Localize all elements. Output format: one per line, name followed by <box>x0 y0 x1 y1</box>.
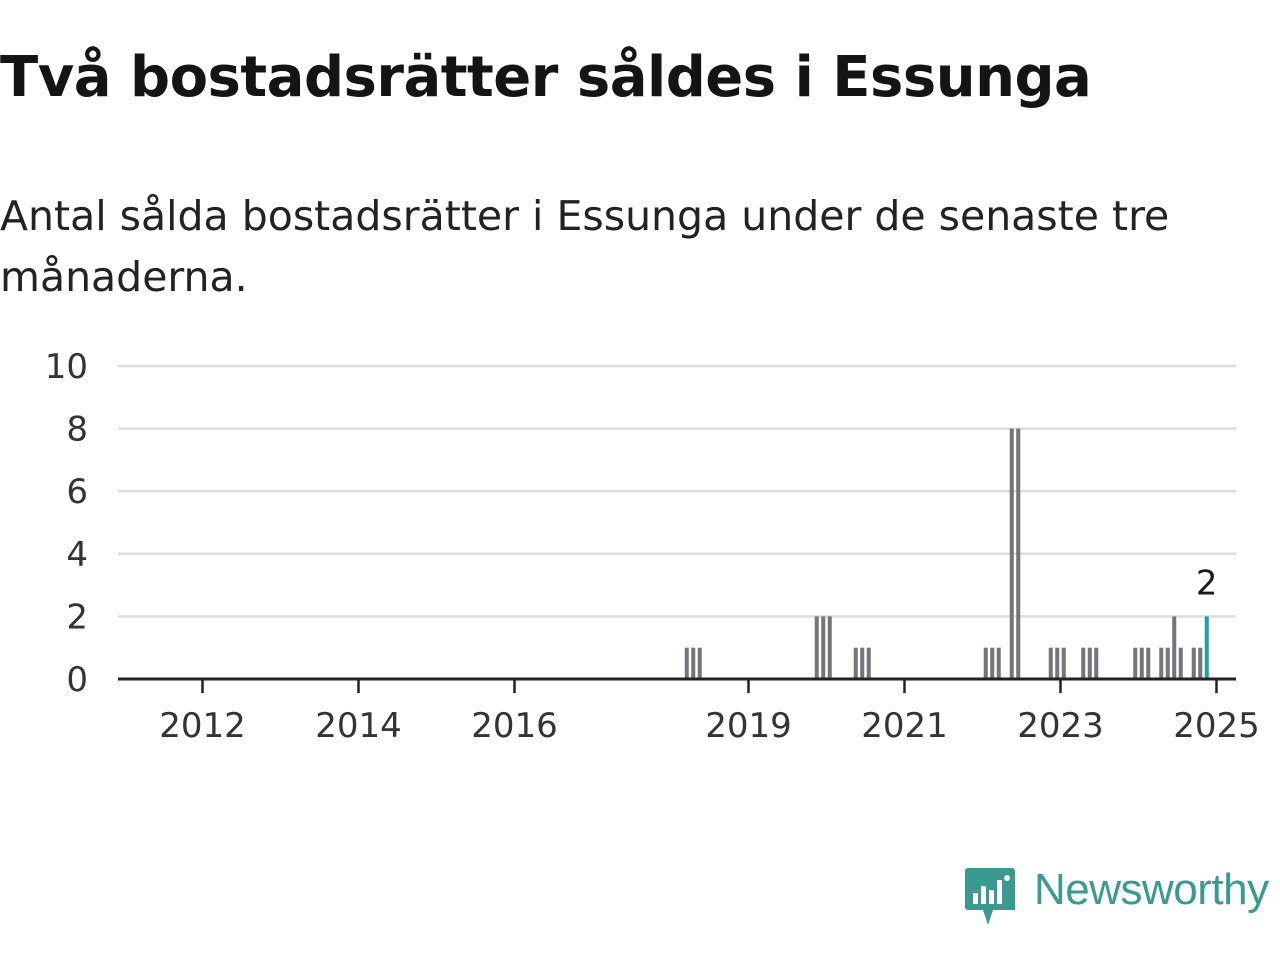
bar <box>1081 647 1086 679</box>
y-tick-label: 8 <box>66 410 88 450</box>
y-tick-label: 4 <box>66 535 88 575</box>
bar <box>1165 647 1170 679</box>
bar <box>821 616 826 679</box>
bar <box>1191 647 1196 679</box>
bar <box>827 616 832 679</box>
bar <box>1087 647 1092 679</box>
bar <box>1178 647 1183 679</box>
chart-subtitle: Antal sålda bostadsrätter i Essunga unde… <box>0 192 1170 301</box>
bar <box>684 647 689 679</box>
labels: 0 2 4 6 8 10 2 2012 2014 2016 2019 2021 2023 2025 <box>45 347 1260 746</box>
bar <box>866 647 871 679</box>
bar <box>853 647 858 679</box>
bar <box>1139 647 1144 679</box>
bar-chart: 0 2 4 6 8 10 2 2012 2014 2016 2019 2021 2023 2025 <box>45 347 1260 746</box>
y-tick-label: 6 <box>66 472 88 512</box>
bar <box>691 647 696 679</box>
newsworthy-logo-icon <box>965 868 1015 925</box>
bar <box>1094 647 1099 679</box>
x-tick-label: 2023 <box>1017 706 1104 746</box>
x-tick-label: 2019 <box>705 706 792 746</box>
x-axis <box>118 677 1236 693</box>
bar <box>1159 647 1164 679</box>
bar <box>1172 616 1177 679</box>
bar <box>1198 647 1203 679</box>
brand-name: Newsworthy <box>1034 865 1269 914</box>
x-tick-label: 2016 <box>471 706 558 746</box>
x-tick-label: 2014 <box>315 706 402 746</box>
data-label: 2 <box>1196 563 1218 603</box>
bar <box>697 647 702 679</box>
bar <box>990 647 995 679</box>
y-tick-label: 2 <box>66 597 88 637</box>
bar <box>1146 647 1151 679</box>
bar <box>1009 428 1014 679</box>
gridlines <box>118 364 1236 618</box>
y-tick-label: 0 <box>66 660 88 700</box>
x-tick-label: 2021 <box>861 706 948 746</box>
bar <box>1016 428 1021 679</box>
bar <box>1133 647 1138 679</box>
bar <box>996 647 1001 679</box>
newsworthy-logo[interactable]: Newsworthy <box>964 866 1276 926</box>
y-tick-label: 10 <box>45 347 88 387</box>
bar <box>1055 647 1060 679</box>
bar-highlight <box>1204 616 1209 679</box>
chart-title: Två bostadsrätter såldes i Essunga <box>0 45 1092 110</box>
x-tick-label: 2012 <box>159 706 246 746</box>
x-tick-label: 2025 <box>1173 706 1260 746</box>
bar <box>814 616 819 679</box>
bars <box>684 428 1209 679</box>
bar <box>860 647 865 679</box>
bar <box>1061 647 1066 679</box>
bar <box>983 647 988 679</box>
bar <box>1048 647 1053 679</box>
